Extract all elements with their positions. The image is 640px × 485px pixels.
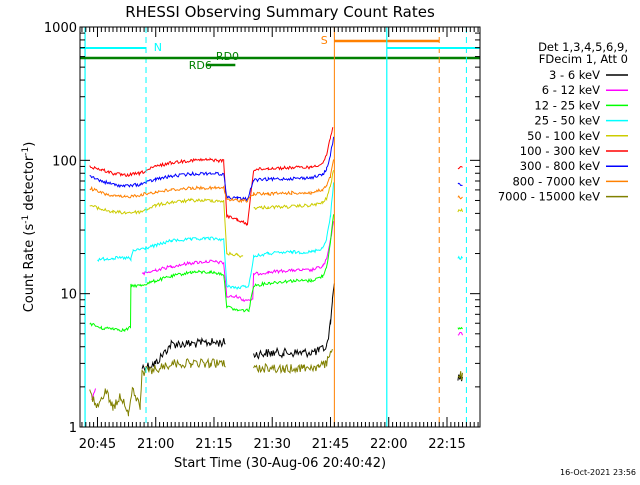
series-5-line bbox=[89, 127, 463, 227]
y-axis-title-part-2: detector bbox=[22, 155, 37, 215]
y-axis-title-sup-2: -1 bbox=[21, 147, 31, 156]
series-7 bbox=[89, 159, 463, 204]
series-7-line bbox=[89, 159, 463, 204]
y-tick-label-2: 100 bbox=[52, 154, 77, 169]
x-tick-label-6: 22:15 bbox=[428, 437, 465, 452]
y-tick-label-1: 10 bbox=[60, 288, 77, 303]
y-tick-label-3: 1000 bbox=[44, 21, 77, 36]
saa-label: S bbox=[321, 34, 328, 47]
night-label: N bbox=[154, 41, 162, 54]
observation-markers: N RD6 RD0 S bbox=[80, 27, 480, 427]
chart-title: RHESSI Observing Summary Count Rates bbox=[125, 3, 435, 21]
series-layer bbox=[89, 127, 463, 417]
legend-label-6: 300 - 800 keV bbox=[520, 159, 600, 173]
series-2-line bbox=[89, 214, 463, 332]
series-4-line bbox=[89, 170, 463, 258]
x-tick-label-0: 20:45 bbox=[79, 437, 116, 452]
y-axis-title: Count Rate (s-1 detector-1) bbox=[21, 142, 37, 313]
series-8-line bbox=[89, 348, 463, 417]
x-tick-label-4: 21:45 bbox=[312, 437, 349, 452]
legend-label-8: 7000 - 15000 keV bbox=[498, 190, 600, 204]
series-0 bbox=[141, 283, 463, 382]
x-axis-title: Start Time (30-Aug-06 20:40:42) bbox=[174, 456, 386, 471]
series-8 bbox=[89, 348, 463, 417]
legend-label-4: 50 - 100 keV bbox=[527, 129, 600, 143]
y-axis-title-sup-1: -1 bbox=[21, 215, 31, 224]
legend-label-0: 3 - 6 keV bbox=[549, 68, 600, 82]
x-tick-label-5: 22:00 bbox=[370, 437, 407, 452]
series-3 bbox=[97, 182, 463, 291]
axis-ticks: 1 10 100 1000 20:45 21:00 21:15 21:30 21:45 22:00… bbox=[44, 21, 480, 452]
x-tick-label-1: 21:00 bbox=[137, 437, 174, 452]
legend-label-5: 100 - 300 keV bbox=[520, 144, 600, 158]
rd6-label: RD6 bbox=[189, 59, 212, 72]
legend-header-line-2: FDecim 1, Att 0 bbox=[539, 52, 628, 66]
legend: Det 1,3,4,5,6,9, FDecim 1, Att 0 3 - 6 k… bbox=[498, 40, 628, 204]
rd0-label: RD0 bbox=[216, 50, 239, 63]
series-3-line bbox=[97, 182, 463, 291]
series-0-line bbox=[141, 283, 463, 382]
series-5 bbox=[89, 127, 463, 227]
x-tick-label-3: 21:30 bbox=[253, 437, 290, 452]
series-6 bbox=[89, 136, 463, 202]
legend-label-1: 6 - 12 keV bbox=[542, 83, 600, 97]
legend-label-2: 12 - 25 keV bbox=[534, 98, 600, 112]
y-tick-label-0: 1 bbox=[69, 421, 77, 436]
series-2 bbox=[89, 214, 463, 332]
y-axis-title-part-1: Count Rate (s bbox=[22, 224, 37, 313]
series-6-line bbox=[89, 136, 463, 202]
legend-label-7: 800 - 7000 keV bbox=[512, 174, 600, 188]
legend-label-3: 25 - 50 keV bbox=[534, 114, 600, 128]
y-axis-title-part-3: ) bbox=[22, 142, 37, 147]
timestamp: 16-Oct-2021 23:56 bbox=[560, 468, 636, 477]
legend-header-line-1: Det 1,3,4,5,6,9, bbox=[538, 40, 628, 54]
series-4 bbox=[89, 170, 463, 258]
x-tick-label-2: 21:15 bbox=[195, 437, 232, 452]
